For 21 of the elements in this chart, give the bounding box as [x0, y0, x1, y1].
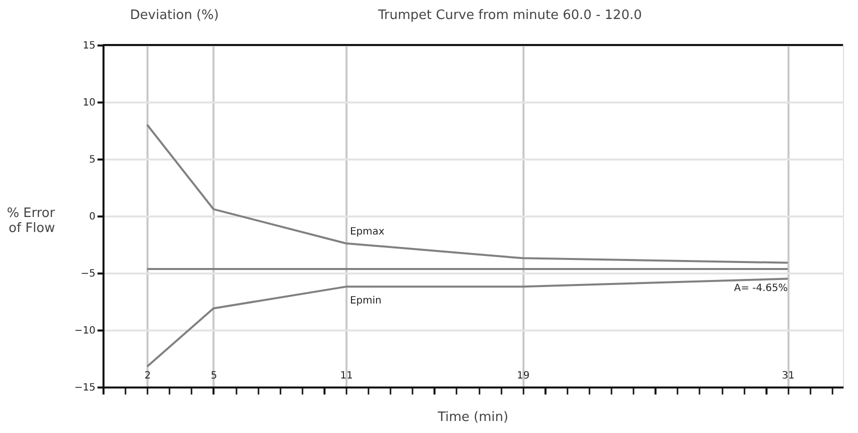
ref-line-label: A= -4.65%	[734, 283, 788, 294]
text: Deviation (%)	[130, 8, 219, 23]
x-tick-label: 11	[340, 370, 353, 382]
y-tick-label: 15	[82, 40, 96, 52]
line-series	[146, 124, 789, 264]
y-tick-label: −5	[80, 268, 96, 280]
y-tick-label: 5	[89, 154, 96, 166]
x-tick-label: 5	[210, 370, 218, 382]
x-tick-label: 2	[144, 370, 151, 382]
y-tick-label: 0	[89, 212, 96, 222]
x-tick-label: 19	[516, 370, 530, 382]
y-axis-title: % Error of Flow	[6, 206, 56, 236]
x-axis-title: Time (min)	[436, 410, 508, 425]
x-tick-label: 31	[782, 370, 795, 382]
y-tick-label: −10	[74, 326, 96, 336]
chart-title: Trumpet Curve from minute 60.0 - 120.0	[377, 8, 642, 23]
series-label: Epmin	[350, 296, 382, 307]
line-series	[146, 278, 789, 368]
y-tick-label: −15	[74, 382, 96, 394]
series-label: Epmax	[350, 226, 385, 238]
y-tick-label: 10	[82, 98, 96, 108]
